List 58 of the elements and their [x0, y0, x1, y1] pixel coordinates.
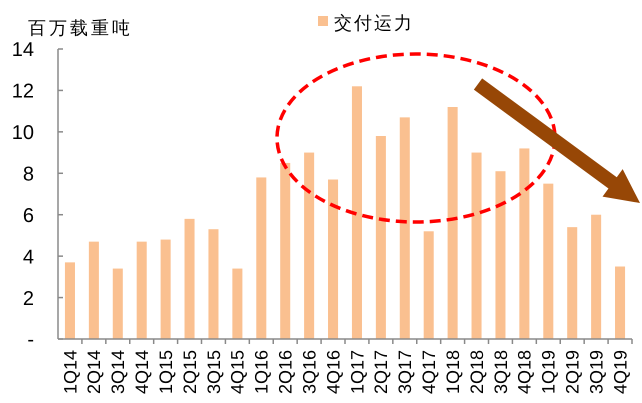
x-tick-label: 4Q17: [419, 350, 440, 394]
x-tick-label: 2Q18: [466, 350, 487, 394]
bar: [184, 218, 195, 339]
bar: [495, 171, 506, 339]
bar: [400, 117, 410, 339]
x-tick-label: 2Q14: [84, 350, 104, 394]
y-tick-label: 4: [22, 246, 34, 268]
bar: [136, 242, 147, 339]
legend-label: 交付运力: [334, 13, 414, 34]
bar: [543, 184, 554, 339]
bar: [160, 240, 171, 339]
bar: [112, 268, 123, 339]
x-tick-label: 3Q18: [490, 350, 511, 394]
x-tick-label: 1Q14: [60, 350, 80, 394]
y-tick-label: 12: [12, 80, 34, 103]
y-tick-label: 10: [12, 122, 34, 144]
bar: [567, 227, 578, 339]
x-tick-label: 2Q17: [371, 350, 392, 394]
bar: [64, 262, 75, 339]
x-tick-label: 1Q17: [347, 350, 368, 394]
x-tick-label: 4Q18: [514, 350, 535, 394]
y-axis-title: 百万载重吨: [28, 18, 133, 39]
y-tick-label: 8: [22, 163, 34, 186]
bar: [232, 268, 242, 339]
y-tick-label: -: [27, 329, 34, 352]
bar: [448, 107, 458, 339]
bar: [591, 214, 602, 339]
bar: [615, 266, 626, 339]
x-tick-label: 1Q18: [442, 350, 463, 394]
x-tick-label: 4Q14: [132, 350, 152, 394]
x-tick-label: 3Q19: [586, 350, 606, 394]
x-tick-label: 4Q15: [228, 350, 248, 394]
x-tick-label: 1Q15: [156, 350, 176, 394]
x-tick-label: 4Q16: [323, 350, 344, 394]
x-tick-label: 1Q19: [538, 350, 559, 394]
bar: [424, 231, 434, 339]
y-tick-label: 2: [22, 288, 34, 310]
x-tick-label: 3Q14: [108, 350, 128, 394]
x-tick-label: 2Q15: [180, 350, 200, 394]
x-tick-label: 3Q16: [299, 350, 320, 394]
x-tick-label: 3Q17: [395, 350, 416, 394]
x-tick-label: 3Q15: [204, 350, 224, 394]
x-tick-label: 2Q16: [276, 350, 296, 394]
bar: [88, 242, 99, 339]
bar: [376, 136, 386, 339]
x-tick-label: 4Q19: [610, 350, 630, 394]
bar: [328, 180, 338, 339]
x-tick-label: 2Q19: [562, 350, 583, 394]
bar: [280, 162, 290, 339]
bar: [472, 152, 482, 339]
bar: [519, 148, 530, 339]
bar: [256, 177, 266, 339]
bar: [352, 86, 362, 339]
bar: [208, 229, 218, 339]
bar: [304, 152, 314, 339]
y-tick-label: 6: [22, 204, 34, 227]
x-tick-label: 1Q16: [252, 350, 272, 394]
y-tick-label: 14: [12, 39, 34, 62]
